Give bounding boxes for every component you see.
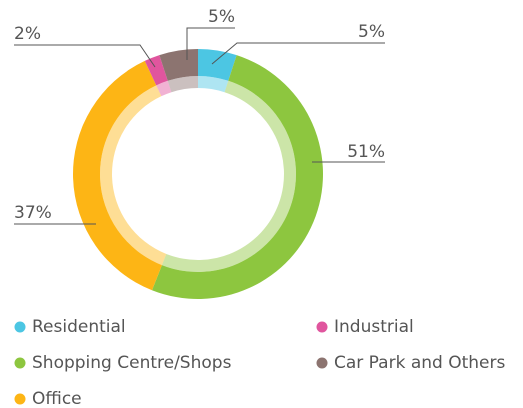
legend-label: Shopping Centre/Shops [32, 353, 232, 373]
donut-slice [198, 49, 237, 81]
legend-swatch [14, 357, 26, 369]
leader-line [14, 44, 156, 68]
legend-label: Industrial [334, 317, 414, 337]
donut-inner-band [167, 76, 198, 93]
data-label: 37% [14, 203, 52, 223]
leader-line [211, 42, 385, 65]
donut-slice [151, 55, 324, 300]
data-label: 5% [208, 7, 235, 27]
leader-line [186, 27, 235, 60]
donut-slice [144, 55, 168, 86]
data-label: 5% [358, 22, 385, 42]
donut-slice [159, 49, 198, 81]
data-label: 2% [14, 24, 41, 44]
data-label: 51% [347, 142, 385, 162]
legend-label: Residential [32, 317, 126, 337]
legend-label: Car Park and Others [334, 353, 505, 373]
donut-slice [73, 60, 162, 291]
legend-swatch [14, 321, 26, 333]
legend-swatch [316, 321, 328, 333]
donut-inner-band [198, 76, 229, 93]
donut-inner-band [100, 85, 167, 266]
legend-swatch [316, 357, 328, 369]
legend-swatch [14, 393, 26, 405]
donut-inner-band [156, 80, 172, 97]
legend-label: Office [32, 389, 82, 408]
